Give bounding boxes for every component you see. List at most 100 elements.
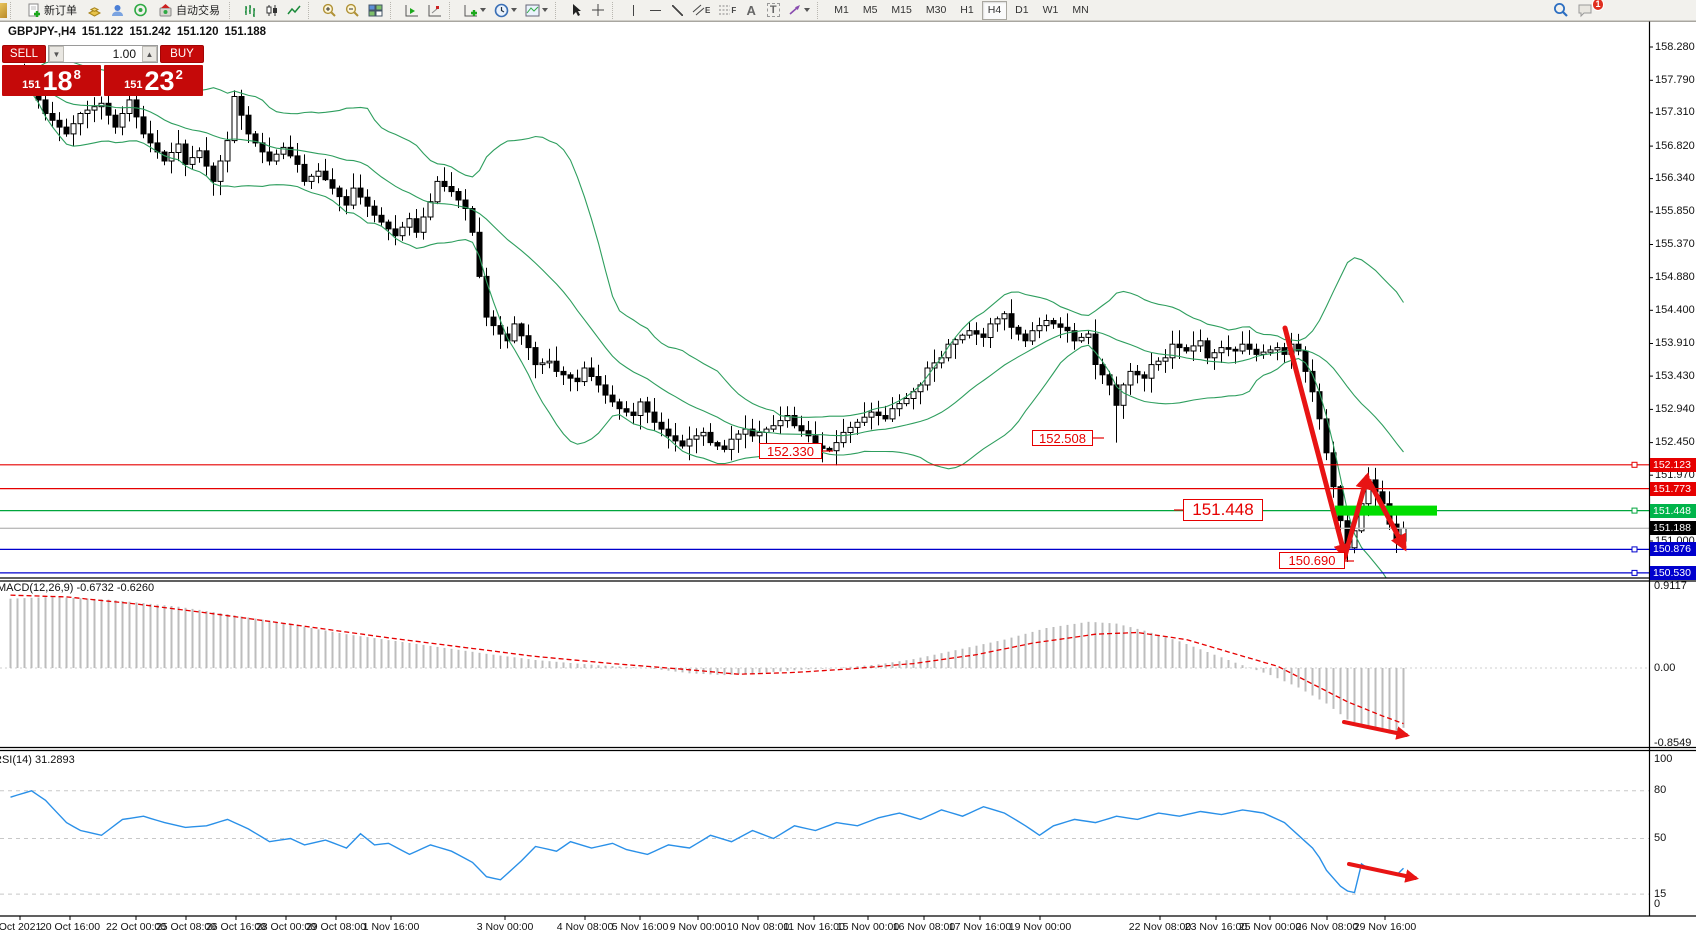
cursor-button[interactable] xyxy=(566,1,586,20)
trend-arrow xyxy=(1366,478,1407,552)
periods-dropdown-icon[interactable] xyxy=(511,8,517,12)
auto-scroll-button[interactable] xyxy=(424,1,445,20)
line-chart-icon xyxy=(287,5,301,14)
text-label-button[interactable]: T xyxy=(763,1,783,20)
price-tag-label: 151.188 xyxy=(1650,521,1696,536)
signals-button[interactable] xyxy=(130,1,151,20)
buy-price-display[interactable]: 151 23 2 xyxy=(104,65,203,96)
time-axis-label: Oct 2021 xyxy=(0,921,42,933)
scroll-to-end-icon xyxy=(405,4,418,16)
buy-button[interactable]: BUY xyxy=(160,45,204,63)
sell-price-display[interactable]: 151 18 8 xyxy=(2,65,101,96)
indicators-button[interactable] xyxy=(460,1,489,20)
price-tag-label: 152.123 xyxy=(1650,457,1696,472)
volume-input[interactable]: 1.00 xyxy=(112,47,136,61)
main-toolbar: 新订单 自动交易 xyxy=(0,0,1696,21)
arrows-button[interactable] xyxy=(785,1,813,20)
macd-axis-label: 0.9117 xyxy=(1654,580,1687,593)
tile-windows-button[interactable] xyxy=(365,1,386,20)
arrows-dropdown-icon[interactable] xyxy=(804,8,811,12)
tab-timeframe-w1[interactable]: W1 xyxy=(1037,1,1065,20)
time-axis-label: 15 Nov 00:00 xyxy=(836,921,900,933)
periods-button[interactable] xyxy=(491,1,520,20)
market-button[interactable] xyxy=(84,1,105,20)
volume-stepper: ▼ 1.00 ▲ xyxy=(48,45,158,63)
chat-bubble-icon xyxy=(1578,4,1592,17)
clock-icon xyxy=(494,3,509,17)
trendline-button[interactable] xyxy=(667,1,687,20)
tab-timeframe-d1[interactable]: D1 xyxy=(1009,1,1034,20)
community-button[interactable] xyxy=(107,1,128,20)
time-axis-label: 20 Oct 16:00 xyxy=(39,921,101,933)
macd-arrow xyxy=(1342,720,1410,740)
quote-symbol: GBPJPY-,H4 xyxy=(8,26,76,38)
bollinger-middle xyxy=(17,79,1404,453)
bar-chart-button[interactable] xyxy=(240,1,260,20)
auto-trading-label: 自动交易 xyxy=(176,5,220,17)
annotation-level-152508[interactable]: 152.508 xyxy=(1032,430,1093,446)
crosshair-button[interactable] xyxy=(588,1,608,20)
time-axis-label: 26 Nov 08:00 xyxy=(1295,921,1359,933)
trendline-icon xyxy=(671,4,683,16)
candlestick-chart-button[interactable] xyxy=(262,1,282,20)
zoom-in-button[interactable] xyxy=(319,1,340,20)
price-tick-label: 153.910 xyxy=(1655,337,1695,350)
sell-price-sup: 8 xyxy=(73,67,81,82)
time-axis-label: 11 Nov 16:00 xyxy=(783,921,845,933)
tab-timeframe-m5[interactable]: M5 xyxy=(857,1,884,20)
tab-timeframe-m15[interactable]: M15 xyxy=(885,1,917,20)
price-tick-label: 152.940 xyxy=(1655,402,1695,415)
line-chart-button[interactable] xyxy=(284,1,304,20)
time-axis-label: 4 Nov 08:00 xyxy=(556,921,614,933)
notification-badge: 1 xyxy=(1592,0,1604,11)
time-axis-label: 10 Nov 08:00 xyxy=(726,921,790,933)
vertical-line-button[interactable] xyxy=(623,1,643,20)
rsi-axis-label: 50 xyxy=(1654,832,1667,844)
macd-axis-label: -0.8549 xyxy=(1654,737,1692,750)
chat-button[interactable]: 1 xyxy=(1574,0,1604,20)
horizontal-line-button[interactable] xyxy=(645,1,665,20)
search-button[interactable] xyxy=(1550,1,1572,20)
tab-timeframe-m30[interactable]: M30 xyxy=(920,1,952,20)
quote-high: 151.242 xyxy=(129,26,171,38)
quote-open: 151.122 xyxy=(81,26,124,38)
annotation-level-151448[interactable]: 151.448 xyxy=(1183,499,1263,521)
annotation-level-152330[interactable]: 152.330 xyxy=(759,443,822,459)
indicators-icon xyxy=(464,4,477,16)
annotation-level-150690[interactable]: 150.690 xyxy=(1279,552,1345,569)
volume-increase-button[interactable]: ▲ xyxy=(142,46,157,62)
bar-chart-icon xyxy=(245,4,255,17)
vertical-line-icon xyxy=(632,4,634,16)
sell-button[interactable]: SELL xyxy=(2,45,46,63)
tab-timeframe-mn[interactable]: MN xyxy=(1066,1,1094,20)
time-axis-label: 22 Nov 08:00 xyxy=(1128,921,1192,933)
sell-price-big: 18 xyxy=(42,66,73,96)
volume-decrease-button[interactable]: ▼ xyxy=(49,46,64,62)
channel-glyph: E xyxy=(705,5,711,15)
support-zone-band xyxy=(1335,505,1437,516)
equidistant-channel-button[interactable]: E xyxy=(689,1,713,20)
price-tick-label: 151.000 xyxy=(1655,534,1695,547)
zoom-out-button[interactable] xyxy=(342,1,363,20)
price-tick-label: 153.430 xyxy=(1655,369,1695,382)
tab-timeframe-h4[interactable]: H4 xyxy=(981,0,1008,20)
templates-dropdown-icon[interactable] xyxy=(542,8,548,12)
templates-button[interactable] xyxy=(522,1,551,20)
auto-trading-button[interactable]: 自动交易 xyxy=(153,1,225,20)
time-axis-label: 5 Nov 16:00 xyxy=(611,921,669,933)
indicators-dropdown-icon[interactable] xyxy=(480,8,486,12)
time-axis-label: 26 Oct 16:00 xyxy=(205,921,267,933)
rsi-axis-label: 80 xyxy=(1654,784,1667,797)
new-order-button[interactable]: 新订单 xyxy=(21,1,82,20)
text-button[interactable]: A xyxy=(741,1,761,20)
fibonacci-button[interactable]: F xyxy=(715,1,739,20)
scroll-to-end-button[interactable] xyxy=(401,1,422,20)
arrows-tool-icon xyxy=(789,5,801,15)
channel-icon xyxy=(692,4,705,16)
price-tick-label: 155.850 xyxy=(1655,205,1695,218)
tab-timeframe-m1[interactable]: M1 xyxy=(828,1,855,20)
rsi-axis-label: 15 xyxy=(1654,887,1667,900)
tab-timeframe-h1[interactable]: H1 xyxy=(954,1,979,20)
